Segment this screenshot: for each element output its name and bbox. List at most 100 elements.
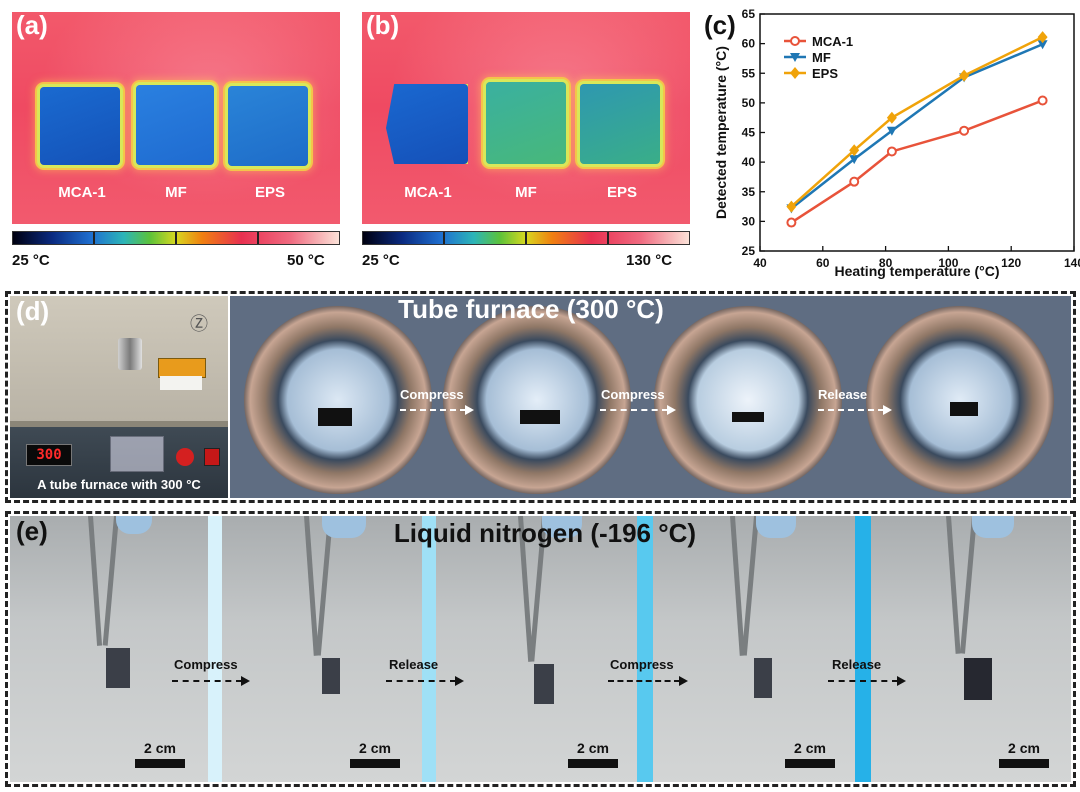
panel-d-title: Tube furnace (300 °C) bbox=[398, 294, 664, 324]
y-tick-label: 55 bbox=[742, 66, 756, 80]
sample-e-2 bbox=[322, 658, 340, 694]
step-e-3: Compress bbox=[610, 657, 674, 672]
y-tick-label: 40 bbox=[742, 155, 756, 169]
sample-label-mca1-b: MCA-1 bbox=[404, 184, 452, 201]
scale-bar-5 bbox=[999, 759, 1049, 768]
furnace-tube-photos bbox=[230, 296, 1071, 498]
sample-eps-a bbox=[228, 86, 308, 166]
panel-d-frame bbox=[5, 291, 1076, 503]
series-line-mca-1 bbox=[790, 99, 1044, 224]
scale-bar-4 bbox=[785, 759, 835, 768]
colorbar-b bbox=[362, 231, 690, 245]
legend-label-mca-1: MCA-1 bbox=[812, 34, 853, 49]
step-d-2: Compress bbox=[601, 387, 665, 402]
arrow-e-1 bbox=[172, 676, 250, 686]
x-tick-label: 120 bbox=[1001, 256, 1021, 270]
scale-label-1: 2 cm bbox=[144, 740, 176, 756]
panel-label-d: (d) bbox=[16, 296, 50, 326]
data-point-mf bbox=[886, 126, 897, 136]
tube-view-4 bbox=[866, 306, 1054, 494]
step-d-1: Compress bbox=[400, 387, 464, 402]
sample-e-3 bbox=[534, 664, 554, 704]
panel-e-title: Liquid nitrogen (-196 °C) bbox=[393, 518, 697, 548]
legend-label-eps: EPS bbox=[812, 66, 838, 81]
data-point-mf bbox=[1037, 40, 1048, 50]
scale-label-4: 2 cm bbox=[794, 740, 826, 756]
sample-label-mf-b: MF bbox=[515, 184, 537, 201]
panel-label-e: (e) bbox=[16, 516, 48, 546]
step-e-1: Compress bbox=[174, 657, 238, 672]
sample-label-mca1-a: MCA-1 bbox=[58, 184, 106, 201]
scale-label-2: 2 cm bbox=[359, 740, 391, 756]
y-tick-label: 35 bbox=[742, 185, 756, 199]
scale-bar-2 bbox=[350, 759, 400, 768]
arrow-e-2 bbox=[386, 676, 464, 686]
data-point-eps bbox=[849, 144, 860, 157]
y-tick-label: 25 bbox=[742, 244, 756, 258]
x-tick-label: 40 bbox=[753, 256, 767, 270]
sample-label-eps-a: EPS bbox=[254, 184, 285, 201]
y-tick-label: 45 bbox=[742, 126, 756, 140]
data-point-mf bbox=[849, 155, 860, 165]
legend-marker-eps bbox=[790, 67, 800, 79]
thermal-image-b: MCA-1 MF EPS bbox=[362, 12, 690, 224]
sample-label-mf-a: MF bbox=[165, 184, 187, 201]
x-tick-label: 140 bbox=[1064, 256, 1080, 270]
colorbar-a bbox=[12, 231, 340, 245]
sample-eps-b bbox=[580, 84, 660, 164]
panel-label-b: (b) bbox=[366, 10, 400, 40]
scale-bar-1 bbox=[135, 759, 185, 768]
data-point-mca-1 bbox=[786, 217, 797, 228]
y-tick-label: 50 bbox=[742, 96, 756, 110]
scale-label-3: 2 cm bbox=[577, 740, 609, 756]
data-point-eps bbox=[886, 111, 897, 124]
sample-mf-a bbox=[136, 85, 214, 165]
panel-e-frame bbox=[5, 511, 1076, 787]
tube-view-2 bbox=[443, 306, 631, 494]
tube-view-3 bbox=[654, 306, 842, 494]
x-tick-label: 100 bbox=[938, 256, 958, 270]
sample-e-1 bbox=[106, 648, 130, 688]
panel-label-a: (a) bbox=[16, 10, 48, 40]
thermal-image-a: MCA-1 MF EPS bbox=[12, 12, 340, 224]
colorbar-max-b: 130 °C bbox=[626, 252, 673, 269]
arrow-d-2 bbox=[600, 405, 676, 415]
sample-mca1-b bbox=[386, 84, 468, 164]
arrow-e-4 bbox=[828, 676, 906, 686]
sample-e-5 bbox=[964, 658, 992, 700]
arrow-e-3 bbox=[608, 676, 688, 686]
legend-marker-mf bbox=[790, 53, 800, 62]
y-tick-label: 30 bbox=[742, 214, 756, 228]
sample-mf-b bbox=[486, 82, 566, 164]
scale-label-5: 2 cm bbox=[1008, 740, 1040, 756]
furnace-display: 300 bbox=[26, 444, 72, 466]
arrow-d-3 bbox=[818, 405, 892, 415]
y-tick-label: 65 bbox=[742, 7, 756, 21]
colorbar-min-b: 25 °C bbox=[362, 252, 400, 269]
furnace-caption: A tube furnace with 300 °C bbox=[37, 477, 201, 492]
arrow-d-1 bbox=[400, 405, 474, 415]
colorbar-min-a: 25 °C bbox=[12, 252, 50, 269]
data-point-mca-1 bbox=[849, 176, 860, 187]
liquid-nitrogen-photos bbox=[10, 516, 1071, 782]
data-point-mca-1 bbox=[886, 146, 897, 157]
tube-furnace-photo: Ⓩ 300 A tube furnace with 300 °C bbox=[10, 296, 228, 498]
x-tick-label: 60 bbox=[816, 256, 830, 270]
tube-view-1 bbox=[244, 306, 432, 494]
data-point-eps bbox=[1037, 31, 1048, 44]
data-point-mca-1 bbox=[959, 125, 970, 136]
x-tick-label: 80 bbox=[879, 256, 893, 270]
data-point-mca-1 bbox=[1037, 95, 1048, 106]
panel-label-c: (c) bbox=[704, 10, 736, 40]
line-chart: 40 60 80 100 120 140 25 30 35 40 45 50 55 60 65 Heating… bbox=[713, 7, 1080, 279]
x-axis-label: Heating temperature (°C) bbox=[834, 263, 999, 279]
data-point-eps bbox=[959, 69, 970, 82]
step-e-4: Release bbox=[832, 657, 882, 672]
sample-e-4 bbox=[754, 658, 772, 698]
legend-marker-mca-1 bbox=[790, 36, 800, 46]
sample-label-eps-b: EPS bbox=[606, 184, 637, 201]
step-e-2: Release bbox=[389, 657, 439, 672]
sample-mca1-a bbox=[40, 87, 120, 165]
y-tick-label: 60 bbox=[742, 37, 756, 51]
scale-bar-3 bbox=[568, 759, 618, 768]
